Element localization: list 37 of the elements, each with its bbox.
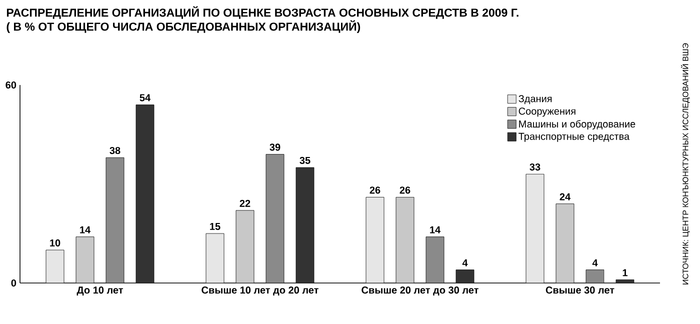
text: ИСТОЧНИК: ЦЕНТР КОНЪЮНКТУРНЫХ ИССЛЕДОВАНИЙ ВШЭ <box>680 43 690 284</box>
bar <box>46 250 64 283</box>
data-label: 54 <box>140 94 151 102</box>
y-tick-label: 60 <box>6 81 16 89</box>
data-label: 4 <box>592 259 598 266</box>
bar <box>206 233 224 283</box>
data-label: 4 <box>462 259 468 266</box>
legend-label: Здания <box>518 95 552 104</box>
bar <box>526 174 544 283</box>
data-label: 26 <box>370 186 380 194</box>
chart-title: РАСПРЕДЕЛЕНИЕ ОРГАНИЗАЦИЙ ПО ОЦЕНКЕ ВОЗРАСТА ОСНОВНЫХ СРЕДСТВ В 2009 Г. <box>6 6 518 19</box>
x-tick-label: Свыше 20 лет до 30 лет <box>362 286 478 296</box>
data-label: 1 <box>622 269 628 276</box>
data-label: 39 <box>270 144 280 151</box>
data-label: 26 <box>400 186 410 194</box>
x-tick-label: До 10 лет <box>76 286 124 296</box>
y-tick-label: 0 <box>11 279 16 287</box>
bar <box>556 204 574 283</box>
data-label: 24 <box>560 193 571 200</box>
bar <box>396 197 414 283</box>
data-label: 14 <box>430 226 441 234</box>
legend-label: Транспортные средства <box>518 132 630 142</box>
x-tick-label: Свыше 10 лет до 20 лет <box>202 286 318 296</box>
data-label: 35 <box>300 156 310 164</box>
bar <box>76 236 94 283</box>
data-label: 14 <box>80 226 91 234</box>
data-label: 22 <box>240 200 250 207</box>
data-label: 33 <box>530 163 540 171</box>
bar <box>366 197 384 283</box>
chart-subtitle: ( В % ОТ ОБЩЕГО ЧИСЛА ОБСЛЕДОВАННЫХ ОРГАНИЗАЦИЙ) <box>6 20 360 33</box>
legend-label: Машины и оборудование <box>519 120 636 130</box>
data-label: 38 <box>110 146 120 154</box>
bar <box>236 210 254 283</box>
legend-label: Сооружения <box>518 108 576 117</box>
data-label: 10 <box>50 239 60 246</box>
data-label: 15 <box>210 222 220 230</box>
x-tick-label: Свыше 30 лет <box>546 286 614 294</box>
